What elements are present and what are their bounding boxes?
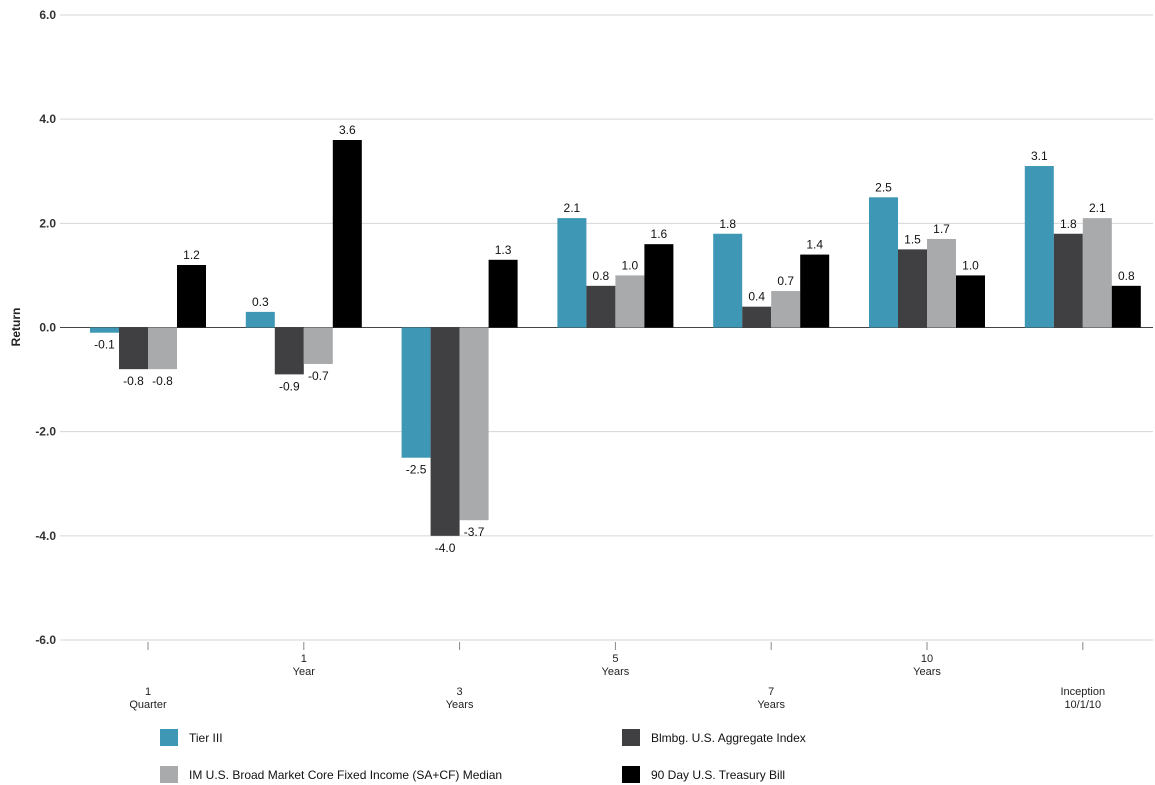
bar bbox=[742, 306, 772, 328]
bar bbox=[148, 327, 177, 370]
y-axis-label: Return bbox=[9, 308, 23, 347]
data-label: 1.5 bbox=[904, 232, 921, 246]
bar bbox=[1082, 218, 1112, 328]
bar bbox=[488, 259, 518, 328]
data-label: -0.7 bbox=[308, 369, 329, 383]
bar bbox=[615, 275, 645, 328]
data-label: 1.0 bbox=[622, 258, 639, 272]
x-tick-label: Years bbox=[913, 666, 941, 678]
legend: Tier III Blmbg. U.S. Aggregate Index IM U.… bbox=[160, 729, 806, 783]
y-tick-label: -4.0 bbox=[35, 529, 56, 543]
data-label: 2.5 bbox=[875, 180, 892, 194]
bar bbox=[401, 327, 431, 458]
bar bbox=[800, 254, 830, 328]
data-label: 1.2 bbox=[183, 248, 200, 262]
x-tick-label: 7 bbox=[768, 686, 774, 698]
y-tick-label: -6.0 bbox=[35, 633, 56, 647]
bar bbox=[1111, 285, 1141, 328]
x-axis-categories: 1Quarter1Year3Years5Years7Years10YearsIn… bbox=[129, 642, 1105, 711]
data-label: -4.0 bbox=[435, 541, 456, 555]
data-label: -0.1 bbox=[94, 338, 115, 352]
y-tick-label: 6.0 bbox=[39, 8, 56, 22]
data-label: 1.0 bbox=[962, 258, 979, 272]
data-label: -0.9 bbox=[279, 379, 300, 393]
x-tick-label: 3 bbox=[457, 686, 463, 698]
x-tick-label: Inception bbox=[1060, 686, 1105, 698]
x-tick-label: 10 bbox=[921, 653, 933, 665]
gridlines bbox=[60, 14, 1153, 641]
data-label: 0.3 bbox=[252, 295, 269, 309]
x-tick-label: Years bbox=[446, 699, 474, 711]
data-label: -3.7 bbox=[464, 525, 485, 539]
data-label: 2.1 bbox=[564, 201, 581, 215]
bar bbox=[177, 265, 206, 328]
bar bbox=[119, 327, 148, 370]
bar bbox=[869, 197, 898, 328]
legend-swatch bbox=[160, 766, 178, 783]
data-label: 0.4 bbox=[748, 290, 765, 304]
legend-swatch bbox=[160, 729, 178, 746]
bar bbox=[956, 275, 985, 328]
bars bbox=[90, 140, 1141, 536]
bar bbox=[430, 327, 460, 536]
x-tick-label: Years bbox=[757, 699, 785, 711]
bar bbox=[927, 238, 956, 328]
data-label: 1.8 bbox=[1060, 217, 1077, 231]
bar bbox=[713, 233, 743, 328]
data-label: 0.8 bbox=[593, 269, 610, 283]
data-label: 0.7 bbox=[777, 274, 794, 288]
bar bbox=[771, 291, 801, 328]
y-tick-label: 0.0 bbox=[39, 321, 56, 335]
data-labels: -0.1 -0.8 -0.8 1.2 0.3 -0.9 -0.7 3.6 -2.5 -4.0 -3.… bbox=[94, 123, 1135, 555]
legend-item: Blmbg. U.S. Aggregate Index bbox=[622, 729, 806, 746]
bar bbox=[1053, 233, 1083, 328]
data-label: 2.1 bbox=[1089, 201, 1106, 215]
bar bbox=[332, 140, 362, 328]
y-tick-label: -2.0 bbox=[35, 425, 56, 439]
legend-label: 90 Day U.S. Treasury Bill bbox=[651, 768, 785, 782]
data-label: -2.5 bbox=[406, 463, 427, 477]
legend-item: IM U.S. Broad Market Core Fixed Income (… bbox=[160, 766, 502, 783]
x-tick-label: 1 bbox=[145, 686, 151, 698]
x-tick-label: Quarter bbox=[129, 699, 167, 711]
x-tick-label: 10/1/10 bbox=[1064, 699, 1101, 711]
y-axis-ticks: 6.0 4.0 2.0 0.0 -2.0 -4.0 -6.0 bbox=[35, 8, 56, 647]
data-label: 1.6 bbox=[651, 227, 668, 241]
bar bbox=[557, 218, 587, 328]
legend-item: 90 Day U.S. Treasury Bill bbox=[622, 766, 785, 783]
data-label: 1.3 bbox=[495, 243, 512, 257]
data-label: 1.4 bbox=[806, 238, 823, 252]
bar bbox=[586, 285, 616, 328]
legend-swatch bbox=[622, 729, 640, 746]
y-tick-label: 2.0 bbox=[39, 216, 56, 230]
bar bbox=[245, 311, 275, 328]
bar bbox=[303, 327, 333, 364]
data-label: 3.6 bbox=[339, 123, 356, 137]
legend-label: Blmbg. U.S. Aggregate Index bbox=[651, 731, 806, 745]
legend-swatch bbox=[622, 766, 640, 783]
x-tick-label: Year bbox=[293, 666, 316, 678]
data-label: 1.7 bbox=[933, 222, 950, 236]
bar bbox=[274, 327, 304, 375]
bar bbox=[90, 327, 119, 333]
data-label: 1.8 bbox=[719, 217, 736, 231]
legend-label: Tier III bbox=[189, 731, 223, 745]
data-label: 3.1 bbox=[1031, 149, 1048, 163]
x-tick-label: 1 bbox=[301, 653, 307, 665]
bar bbox=[1024, 166, 1054, 328]
data-label: 0.8 bbox=[1118, 269, 1135, 283]
legend-item: Tier III bbox=[160, 729, 223, 746]
bar bbox=[459, 327, 489, 521]
data-label: -0.8 bbox=[152, 374, 173, 388]
y-tick-label: 4.0 bbox=[39, 112, 56, 126]
x-tick-label: Years bbox=[602, 666, 630, 678]
bar bbox=[644, 244, 674, 328]
legend-label: IM U.S. Broad Market Core Fixed Income (… bbox=[189, 768, 502, 782]
bar bbox=[898, 249, 927, 328]
data-label: -0.8 bbox=[123, 374, 144, 388]
x-tick-label: 5 bbox=[612, 653, 618, 665]
